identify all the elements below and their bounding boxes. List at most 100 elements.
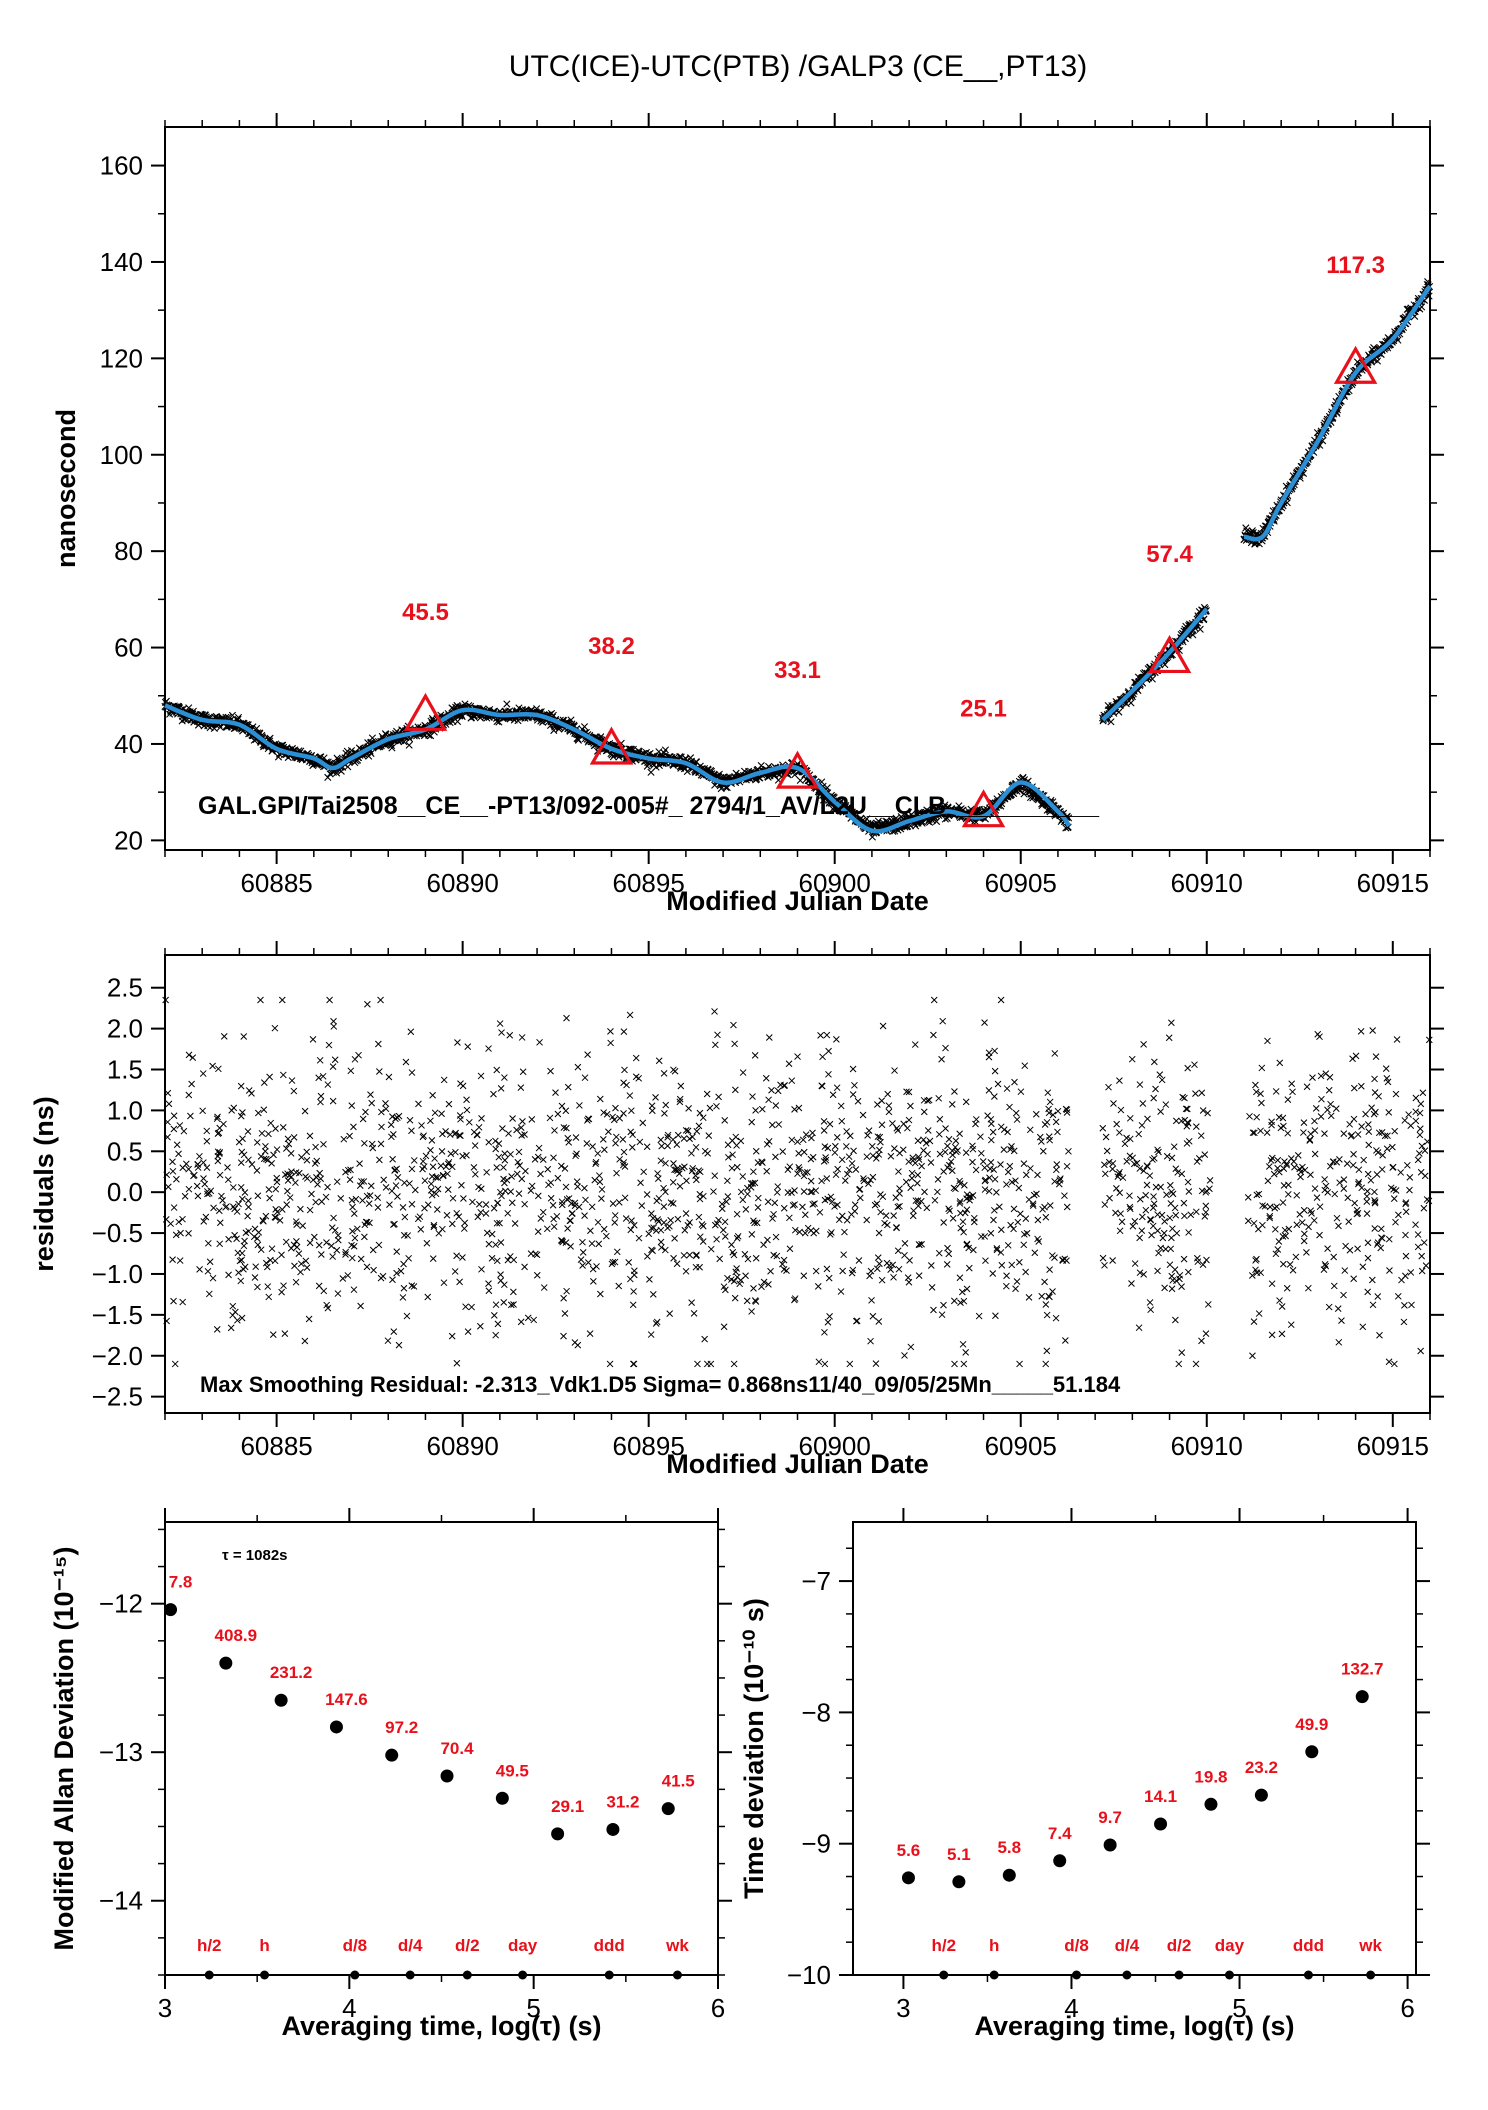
- residual-point: [773, 1189, 781, 1196]
- residual-point: [1126, 1192, 1133, 1200]
- residual-point: [1157, 1183, 1165, 1191]
- residual-point: [457, 1115, 464, 1123]
- residual-point: [1034, 1171, 1041, 1179]
- residual-point: [329, 1253, 337, 1260]
- residual-point: [303, 1156, 311, 1164]
- mdev-point-label: 408.9: [215, 1626, 258, 1645]
- series-xlabel: Modified Julian Date: [666, 886, 929, 916]
- residual-point: [485, 1138, 493, 1146]
- residual-point: [1052, 1166, 1060, 1174]
- residual-point: [1163, 1152, 1171, 1160]
- residual-point: [264, 1283, 272, 1290]
- residual-point: [475, 1200, 483, 1208]
- residual-point: [1169, 1225, 1176, 1233]
- residual-point: [669, 1178, 677, 1186]
- series-marker-triangle: [775, 750, 820, 789]
- residual-point: [1144, 1163, 1151, 1170]
- residual-point: [1318, 1095, 1325, 1103]
- residual-point: [692, 1252, 700, 1260]
- residual-point: [611, 1219, 619, 1226]
- residual-point: [785, 1060, 793, 1068]
- residual-point: [599, 1135, 607, 1143]
- residual-point: [579, 1238, 586, 1246]
- residual-point: [1392, 1090, 1400, 1098]
- residual-point: [1365, 1141, 1373, 1149]
- residual-point: [737, 1188, 745, 1196]
- residual-point: [1165, 1034, 1173, 1042]
- residual-point: [597, 1290, 604, 1298]
- residuals-ytick-label: −1.5: [92, 1300, 143, 1330]
- residual-point: [1121, 1140, 1129, 1148]
- residual-point: [395, 1112, 403, 1120]
- residual-point: [362, 1108, 369, 1116]
- residual-point: [287, 1150, 295, 1157]
- residual-point: [628, 1144, 636, 1151]
- residual-point: [963, 1285, 971, 1293]
- residual-point: [894, 1247, 902, 1255]
- residual-point: [1017, 1088, 1025, 1096]
- tdev-ytick-label: −9: [801, 1829, 831, 1859]
- residual-point: [965, 1193, 973, 1201]
- mdev-point-label: 231.2: [270, 1663, 313, 1682]
- residual-point: [1284, 1096, 1292, 1103]
- residual-point: [1136, 1081, 1144, 1088]
- mdev-point: [164, 1603, 178, 1617]
- residual-point: [1276, 1059, 1284, 1067]
- residual-point: [590, 1278, 597, 1285]
- residual-point: [504, 1209, 512, 1217]
- residual-point: [648, 1210, 655, 1217]
- series-data-point: [1248, 527, 1256, 535]
- residual-point: [801, 1229, 809, 1237]
- residual-point: [558, 1201, 566, 1209]
- residual-point: [427, 1180, 435, 1188]
- residual-point: [518, 1175, 526, 1183]
- series-data-point: [661, 746, 670, 754]
- residual-point: [1345, 1218, 1353, 1225]
- residual-point: [240, 1242, 248, 1250]
- residual-point: [1103, 1147, 1111, 1155]
- residual-point: [1154, 1211, 1161, 1218]
- residual-point: [229, 1184, 237, 1191]
- residual-point: [622, 1215, 630, 1222]
- residual-point: [879, 1022, 887, 1030]
- residual-point: [448, 1163, 456, 1171]
- residual-point: [1299, 1163, 1306, 1171]
- residual-point: [843, 1216, 851, 1224]
- residual-point: [1349, 1161, 1357, 1169]
- residual-point: [1418, 1252, 1426, 1260]
- residual-point: [655, 1057, 663, 1065]
- residual-point: [606, 1360, 614, 1368]
- residual-point: [1006, 1162, 1014, 1170]
- residual-point: [485, 1280, 492, 1288]
- residual-point: [693, 1127, 701, 1135]
- residual-point: [1045, 1105, 1052, 1113]
- residual-point: [394, 1174, 402, 1181]
- residual-point: [814, 1283, 822, 1290]
- residual-point: [907, 1102, 914, 1110]
- residual-point: [616, 1155, 623, 1163]
- residual-point: [552, 1089, 559, 1097]
- residual-point: [408, 1200, 416, 1208]
- residual-point: [433, 1206, 441, 1213]
- tdev-interval-marker: [939, 1970, 949, 1980]
- residual-point: [713, 1102, 720, 1110]
- residual-point: [758, 1105, 766, 1113]
- residual-point: [196, 1266, 203, 1273]
- mdev-interval-label: d/8: [343, 1936, 368, 1955]
- residual-point: [1402, 1231, 1409, 1239]
- residual-point: [715, 1093, 722, 1101]
- residual-point: [1330, 1282, 1338, 1290]
- residual-point: [1042, 1213, 1050, 1221]
- residual-point: [1263, 1129, 1271, 1136]
- residual-point: [1027, 1165, 1034, 1172]
- residual-point: [1195, 1155, 1203, 1162]
- residuals-ytick-label: 0.5: [107, 1136, 143, 1166]
- residual-point: [1419, 1089, 1427, 1097]
- residual-point: [1394, 1292, 1402, 1300]
- residual-point: [200, 1159, 207, 1166]
- residual-point: [203, 1127, 211, 1135]
- residual-point: [1317, 1113, 1325, 1120]
- residual-point: [829, 1091, 837, 1099]
- residual-point: [1008, 1261, 1016, 1269]
- residual-point: [237, 1159, 245, 1166]
